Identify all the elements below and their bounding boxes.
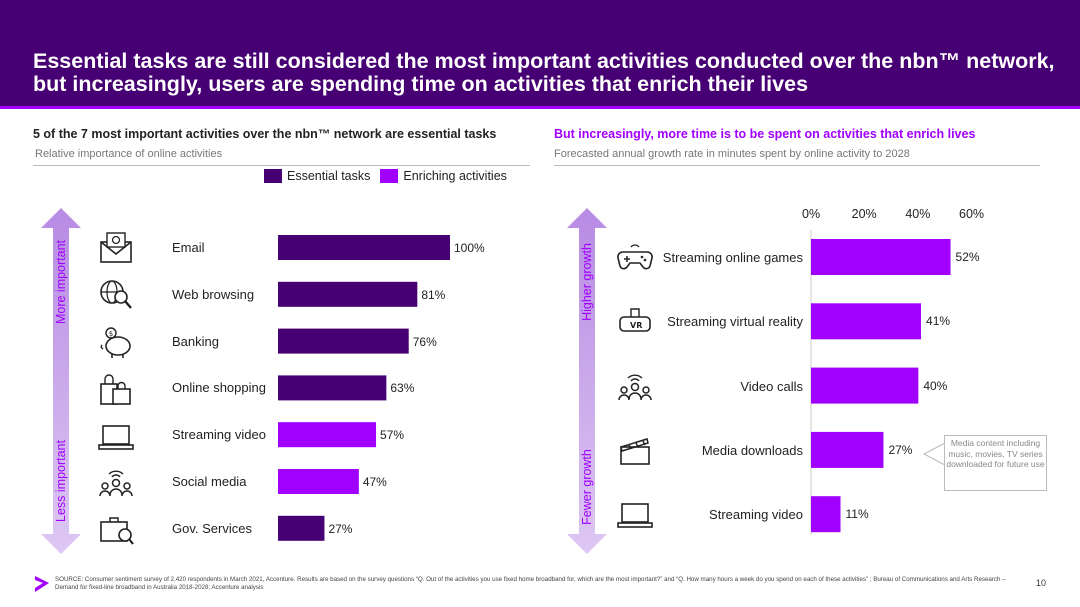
growth-value-label-media-downloads: 27% xyxy=(888,442,913,457)
legend-swatch-essential xyxy=(264,169,282,183)
axis-tick-40-2: 40% xyxy=(905,207,931,221)
briefcase-icon xyxy=(100,517,134,545)
laptop-icon xyxy=(98,425,134,450)
growth-category-label-video-calls: Video calls xyxy=(740,378,803,394)
growth-value-label-streaming-video: 11% xyxy=(845,507,869,522)
growth-category-label-streaming-video: Streaming video xyxy=(709,507,803,523)
growth-bar-video-calls xyxy=(811,367,919,404)
page-number: 10 xyxy=(1036,578,1047,588)
svg-text:$: $ xyxy=(109,330,113,338)
left-caption: Relative importance of online activities xyxy=(35,148,223,160)
footer-source: SOURCE: Consumer sentiment survey of 2,4… xyxy=(55,576,1006,591)
web-browsing-icon xyxy=(100,280,132,309)
bar-streaming-video xyxy=(278,422,377,448)
piggy-bank-icon: $ xyxy=(100,327,131,358)
right-caption: Forecasted annual growth rate in minutes… xyxy=(554,148,910,160)
category-label-gov-services: Gov. Services xyxy=(172,520,252,536)
vr-headset-icon: VR xyxy=(619,308,651,332)
legend-swatch-enriching xyxy=(380,169,399,183)
growth-category-label-streaming-virtual-reality: Streaming virtual reality xyxy=(667,314,803,330)
right-growth-arrow xyxy=(567,208,607,554)
accenture-logo-icon xyxy=(35,576,49,592)
shopping-bags-icon xyxy=(100,374,131,405)
growth-bar-streaming-video xyxy=(811,496,841,533)
growth-value-label-video-calls: 40% xyxy=(923,378,948,393)
bar-social-media xyxy=(278,469,359,494)
growth-category-label-streaming-online-games: Streaming online games xyxy=(662,250,803,265)
social-people-icon xyxy=(99,470,133,497)
legend-label-enriching: Enriching activities xyxy=(403,169,507,183)
laptop-icon xyxy=(617,503,653,528)
axis-tick-60-3: 60% xyxy=(959,207,985,221)
callout-pointer xyxy=(922,442,946,466)
left-importance-arrow xyxy=(41,208,81,554)
right-divider xyxy=(554,165,1040,166)
value-label-email: 100% xyxy=(454,241,485,255)
bar-email xyxy=(278,235,450,260)
category-label-online-shopping: Online shopping xyxy=(172,380,266,396)
growth-value-label-streaming-virtual-reality: 41% xyxy=(926,314,951,329)
category-label-social-media: Social media xyxy=(172,474,247,489)
category-label-web-browsing: Web browsing xyxy=(172,286,255,302)
category-label-streaming-video: Streaming video xyxy=(172,427,266,443)
growth-bar-streaming-online-games xyxy=(811,239,951,275)
clapperboard-icon xyxy=(620,438,650,465)
right-subtitle: But increasingly, more time is to be spe… xyxy=(554,127,976,141)
value-label-gov-services: 27% xyxy=(328,521,353,536)
legend-label-essential: Essential tasks xyxy=(287,169,371,183)
email-icon xyxy=(100,232,132,263)
growth-value-label-streaming-online-games: 52% xyxy=(955,250,980,264)
value-label-web-browsing: 81% xyxy=(421,287,446,302)
bar-gov-services xyxy=(278,515,325,541)
category-label-email: Email xyxy=(172,240,205,255)
header-band xyxy=(0,0,1080,106)
category-label-banking: Banking xyxy=(172,333,219,349)
page-title: Essential tasks are still considered the… xyxy=(33,49,1055,96)
growth-bar-media-downloads xyxy=(811,431,884,468)
axis-tick-20-1: 20% xyxy=(851,207,877,221)
video-call-icon xyxy=(618,374,652,401)
axis-tick-0-0: 0% xyxy=(802,207,821,221)
value-label-streaming-video: 57% xyxy=(380,428,405,443)
left-subtitle: 5 of the 7 most important activities ove… xyxy=(33,127,497,141)
bar-web-browsing xyxy=(278,281,418,307)
gamepad-icon xyxy=(617,244,653,270)
value-label-banking: 76% xyxy=(412,334,437,349)
value-label-online-shopping: 63% xyxy=(390,381,415,396)
media-downloads-callout: Media content including music, movies, T… xyxy=(944,435,1047,491)
bar-online-shopping xyxy=(278,375,387,401)
header-accent-line xyxy=(0,106,1080,109)
growth-bar-streaming-virtual-reality xyxy=(811,303,922,340)
legend-enriching: Enriching activities xyxy=(380,169,507,183)
growth-category-label-media-downloads: Media downloads xyxy=(701,442,803,458)
left-divider xyxy=(33,165,530,166)
legend-essential: Essential tasks xyxy=(264,169,370,183)
chart-legend: Essential tasks Enriching activities xyxy=(264,169,517,183)
svg-text:VR: VR xyxy=(630,321,642,330)
bar-banking xyxy=(278,328,409,354)
value-label-social-media: 47% xyxy=(362,475,387,489)
